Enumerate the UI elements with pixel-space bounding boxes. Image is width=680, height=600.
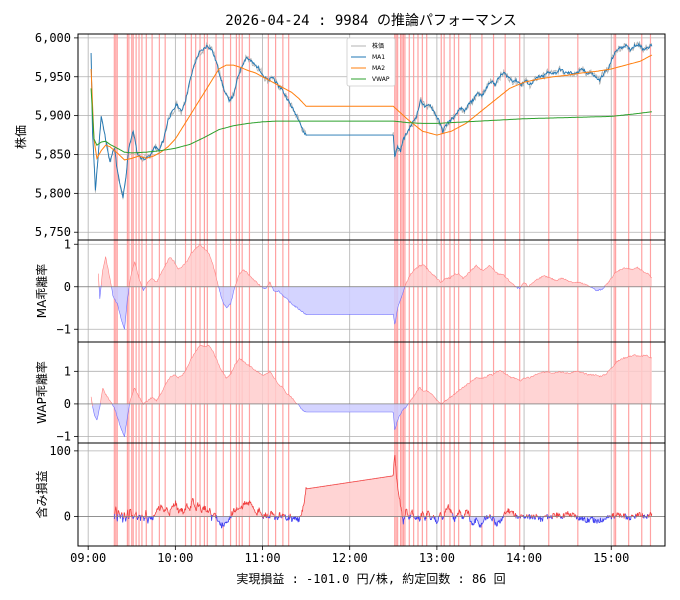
pnl-ytick-label: 100	[49, 444, 71, 458]
ma-deviation-negative-line	[98, 285, 605, 330]
ma_dev-ytick-label: 0	[64, 280, 71, 294]
chart-title: 2026-04-24 : 9984 の推論パフォーマンス	[225, 13, 516, 29]
price-ytick-label: 5,750	[35, 225, 71, 239]
legend-label-ma2: MA2	[372, 65, 385, 72]
price-ytick-label: 5,950	[35, 70, 71, 84]
pnl-ylabel: 含み損益	[34, 470, 49, 518]
legend-label-ma1: MA1	[372, 54, 385, 61]
xtick-label: 13:00	[419, 551, 455, 565]
xtick-label: 10:00	[157, 551, 193, 565]
vwap-deviation-panel: −1 0 1 WAP乖離率	[34, 341, 666, 444]
ma_dev-ytick-label: 1	[64, 237, 71, 251]
ma_dev-ylabel: MA乖離率	[34, 264, 49, 319]
price-panel: 5,750 5,800 5,850 5,900 5,950 6,000 株価	[13, 31, 666, 241]
ma-deviation-panel: −1 0 1 MA乖離率	[34, 237, 666, 343]
xtick-label: 12:00	[332, 551, 368, 565]
pnl-positive-area	[114, 455, 652, 517]
xtick-label: 15:00	[593, 551, 629, 565]
price-ytick-label: 6,000	[35, 31, 71, 45]
ma-deviation-positive-line	[98, 243, 652, 289]
vwap_dev-ytick-label: −1	[57, 429, 71, 443]
ma-deviation-negative-area	[98, 286, 652, 330]
vwap-deviation-positive-line	[90, 344, 653, 407]
ma_dev-ytick-label: −1	[57, 322, 71, 336]
ma-deviation-positive-area	[98, 244, 652, 287]
vwap_dev-ylabel: WAP乖離率	[34, 361, 49, 424]
pnl-ytick-label: 0	[64, 509, 71, 523]
pnl-positive-line	[114, 454, 653, 520]
pnl-negative-area	[114, 516, 652, 529]
vwap-deviation-negative-line	[92, 402, 442, 438]
price-ytick-label: 5,900	[35, 109, 71, 123]
series-vwap-line	[90, 88, 652, 154]
xtick-label: 09:00	[70, 551, 106, 565]
legend-box	[346, 37, 396, 87]
legend-label-price: 株価	[372, 42, 384, 50]
vwap-deviation-negative-area	[91, 403, 652, 437]
xtick-label: 11:00	[244, 551, 280, 565]
price-ytick-label: 5,850	[35, 147, 71, 161]
series-ma1-line	[90, 42, 653, 198]
vwap-deviation-positive-area	[91, 345, 652, 404]
vwap_dev-ytick-label: 0	[64, 397, 71, 411]
xtick-label: 14:00	[506, 551, 542, 565]
series-ma2-line	[90, 54, 653, 161]
price-ylabel: 株価	[13, 125, 28, 149]
price-ytick-label: 5,800	[35, 186, 71, 200]
pnl-frame	[77, 442, 666, 547]
legend: 株価 MA1 MA2 VWAP	[346, 37, 396, 87]
vwap_dev-ytick-label: 1	[64, 364, 71, 378]
footer-summary: 実現損益 : -101.0 円/株, 約定回数 : 86 回	[236, 571, 505, 586]
legend-label-vwap: VWAP	[372, 76, 390, 83]
